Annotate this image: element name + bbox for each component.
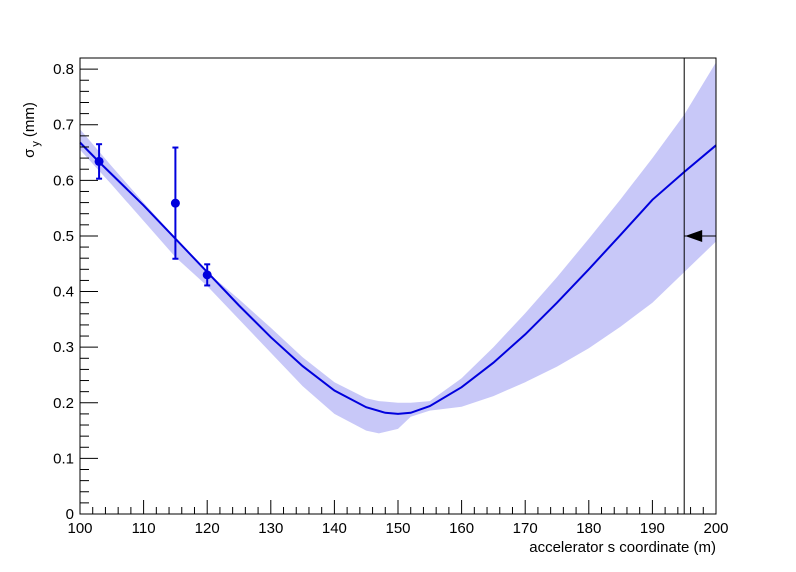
data-marker: [170, 198, 180, 208]
x-axis-title: accelerator s coordinate (m): [529, 539, 716, 556]
x-tick-label: 180: [576, 520, 601, 537]
y-axis-title-unit: (mm): [21, 102, 38, 137]
y-axis-title-subscript: y: [30, 141, 42, 147]
marker-layer: [683, 58, 716, 514]
y-tick-label: 0.8: [53, 61, 74, 78]
error-band: [80, 62, 716, 434]
x-tick-label: 150: [385, 520, 410, 537]
x-tick-label: 200: [703, 520, 728, 537]
fit-curve: [79, 141, 717, 415]
y-tick-label: 0.3: [53, 339, 74, 356]
arrow-head: [685, 229, 703, 242]
x-tick-label: 190: [640, 520, 665, 537]
y-tick-label: 0.7: [53, 117, 74, 134]
data-point: [202, 263, 212, 287]
y-tick-label: 0.2: [53, 395, 74, 412]
data-marker: [94, 156, 104, 166]
data-marker: [202, 270, 212, 280]
data-point: [170, 146, 180, 260]
x-tick-label: 110: [132, 520, 156, 537]
fit-curve-layer: [79, 141, 717, 415]
y-axis-ticks: 0 0.1 0.2 0.3 0.4 0.5 0.6 0.7 0.8: [53, 57, 98, 523]
x-tick-label: 160: [449, 520, 474, 537]
y-tick-label: 0: [66, 506, 74, 523]
data-points-layer: [94, 143, 212, 287]
x-tick-label: 140: [322, 520, 347, 537]
y-tick-label: 0.5: [53, 228, 74, 245]
y-axis-title-symbol: σ: [21, 148, 38, 158]
y-axis-title: σy (mm): [21, 102, 42, 158]
x-tick-label: 170: [513, 520, 538, 537]
x-axis-ticks: 100 110 120 130 140 150 160 170 180 190 200: [67, 500, 729, 537]
y-tick-label: 0.4: [53, 284, 74, 301]
x-tick-label: 130: [258, 520, 283, 537]
y-tick-label: 0.1: [53, 450, 74, 467]
y-tick-label: 0.6: [53, 172, 74, 189]
data-point: [94, 143, 104, 180]
x-tick-label: 100: [67, 520, 92, 537]
x-tick-label: 120: [195, 520, 220, 537]
error-band-layer: [80, 62, 716, 434]
